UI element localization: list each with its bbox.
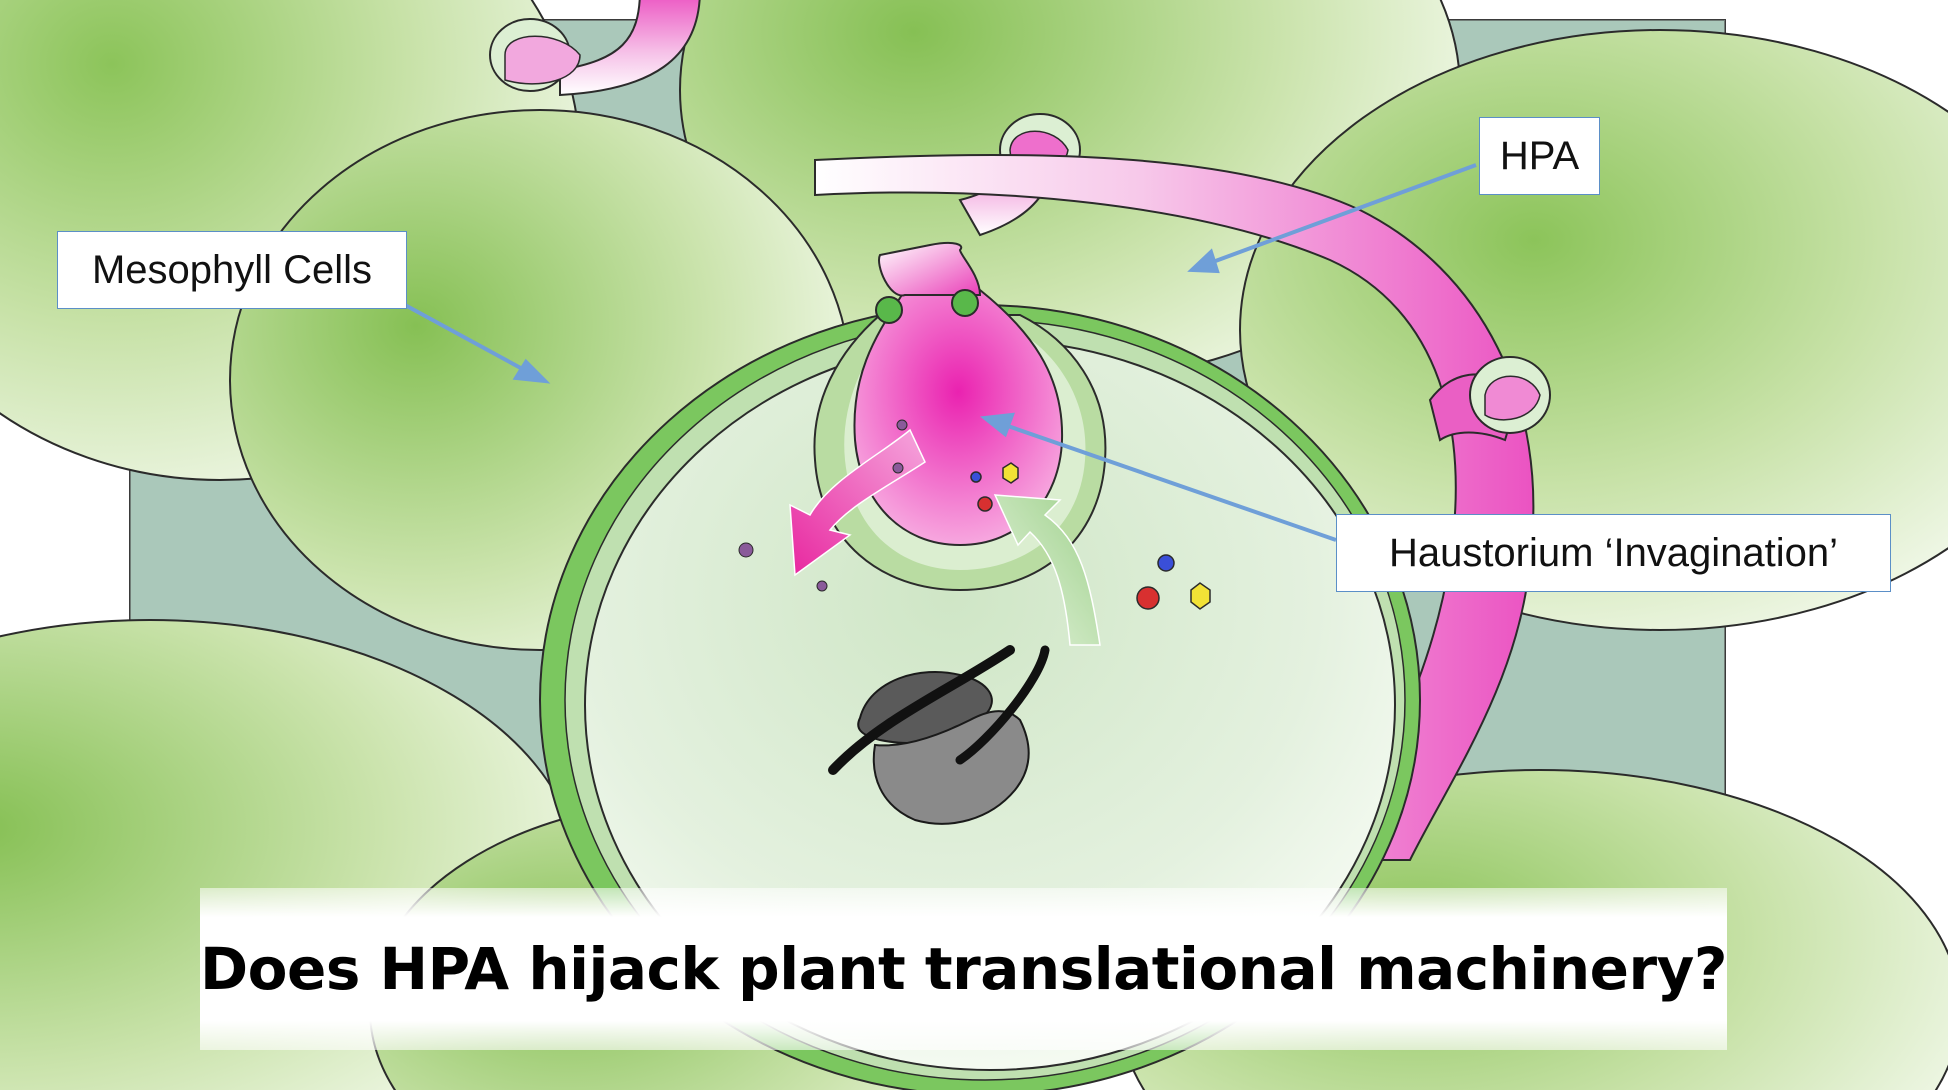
nutrient-icon [970, 462, 1211, 610]
penetration-peg [878, 241, 982, 297]
hpa-label: HPA [1479, 117, 1600, 195]
mesophyll-cells-label: Mesophyll Cells [57, 231, 407, 309]
effector-icon [738, 419, 908, 592]
callout-arrows [404, 163, 1477, 542]
hpa-main-hypha [814, 154, 1535, 861]
ribosome-icon [828, 645, 1050, 825]
effector-export-arrow [789, 428, 926, 577]
title-banner: Does HPA hijack plant translational mach… [200, 888, 1728, 1050]
neck-band-right [951, 289, 979, 317]
neck-band-left [875, 296, 903, 324]
nutrient-uptake-arrow [993, 494, 1101, 646]
slide-title: Does HPA hijack plant translational mach… [200, 935, 1728, 1003]
hpa-branch-right [1428, 356, 1551, 442]
mesophyll-cell-right [1239, 29, 1948, 631]
haustorium-invagination-label: Haustorium ‘Invagination’ [1336, 514, 1891, 592]
